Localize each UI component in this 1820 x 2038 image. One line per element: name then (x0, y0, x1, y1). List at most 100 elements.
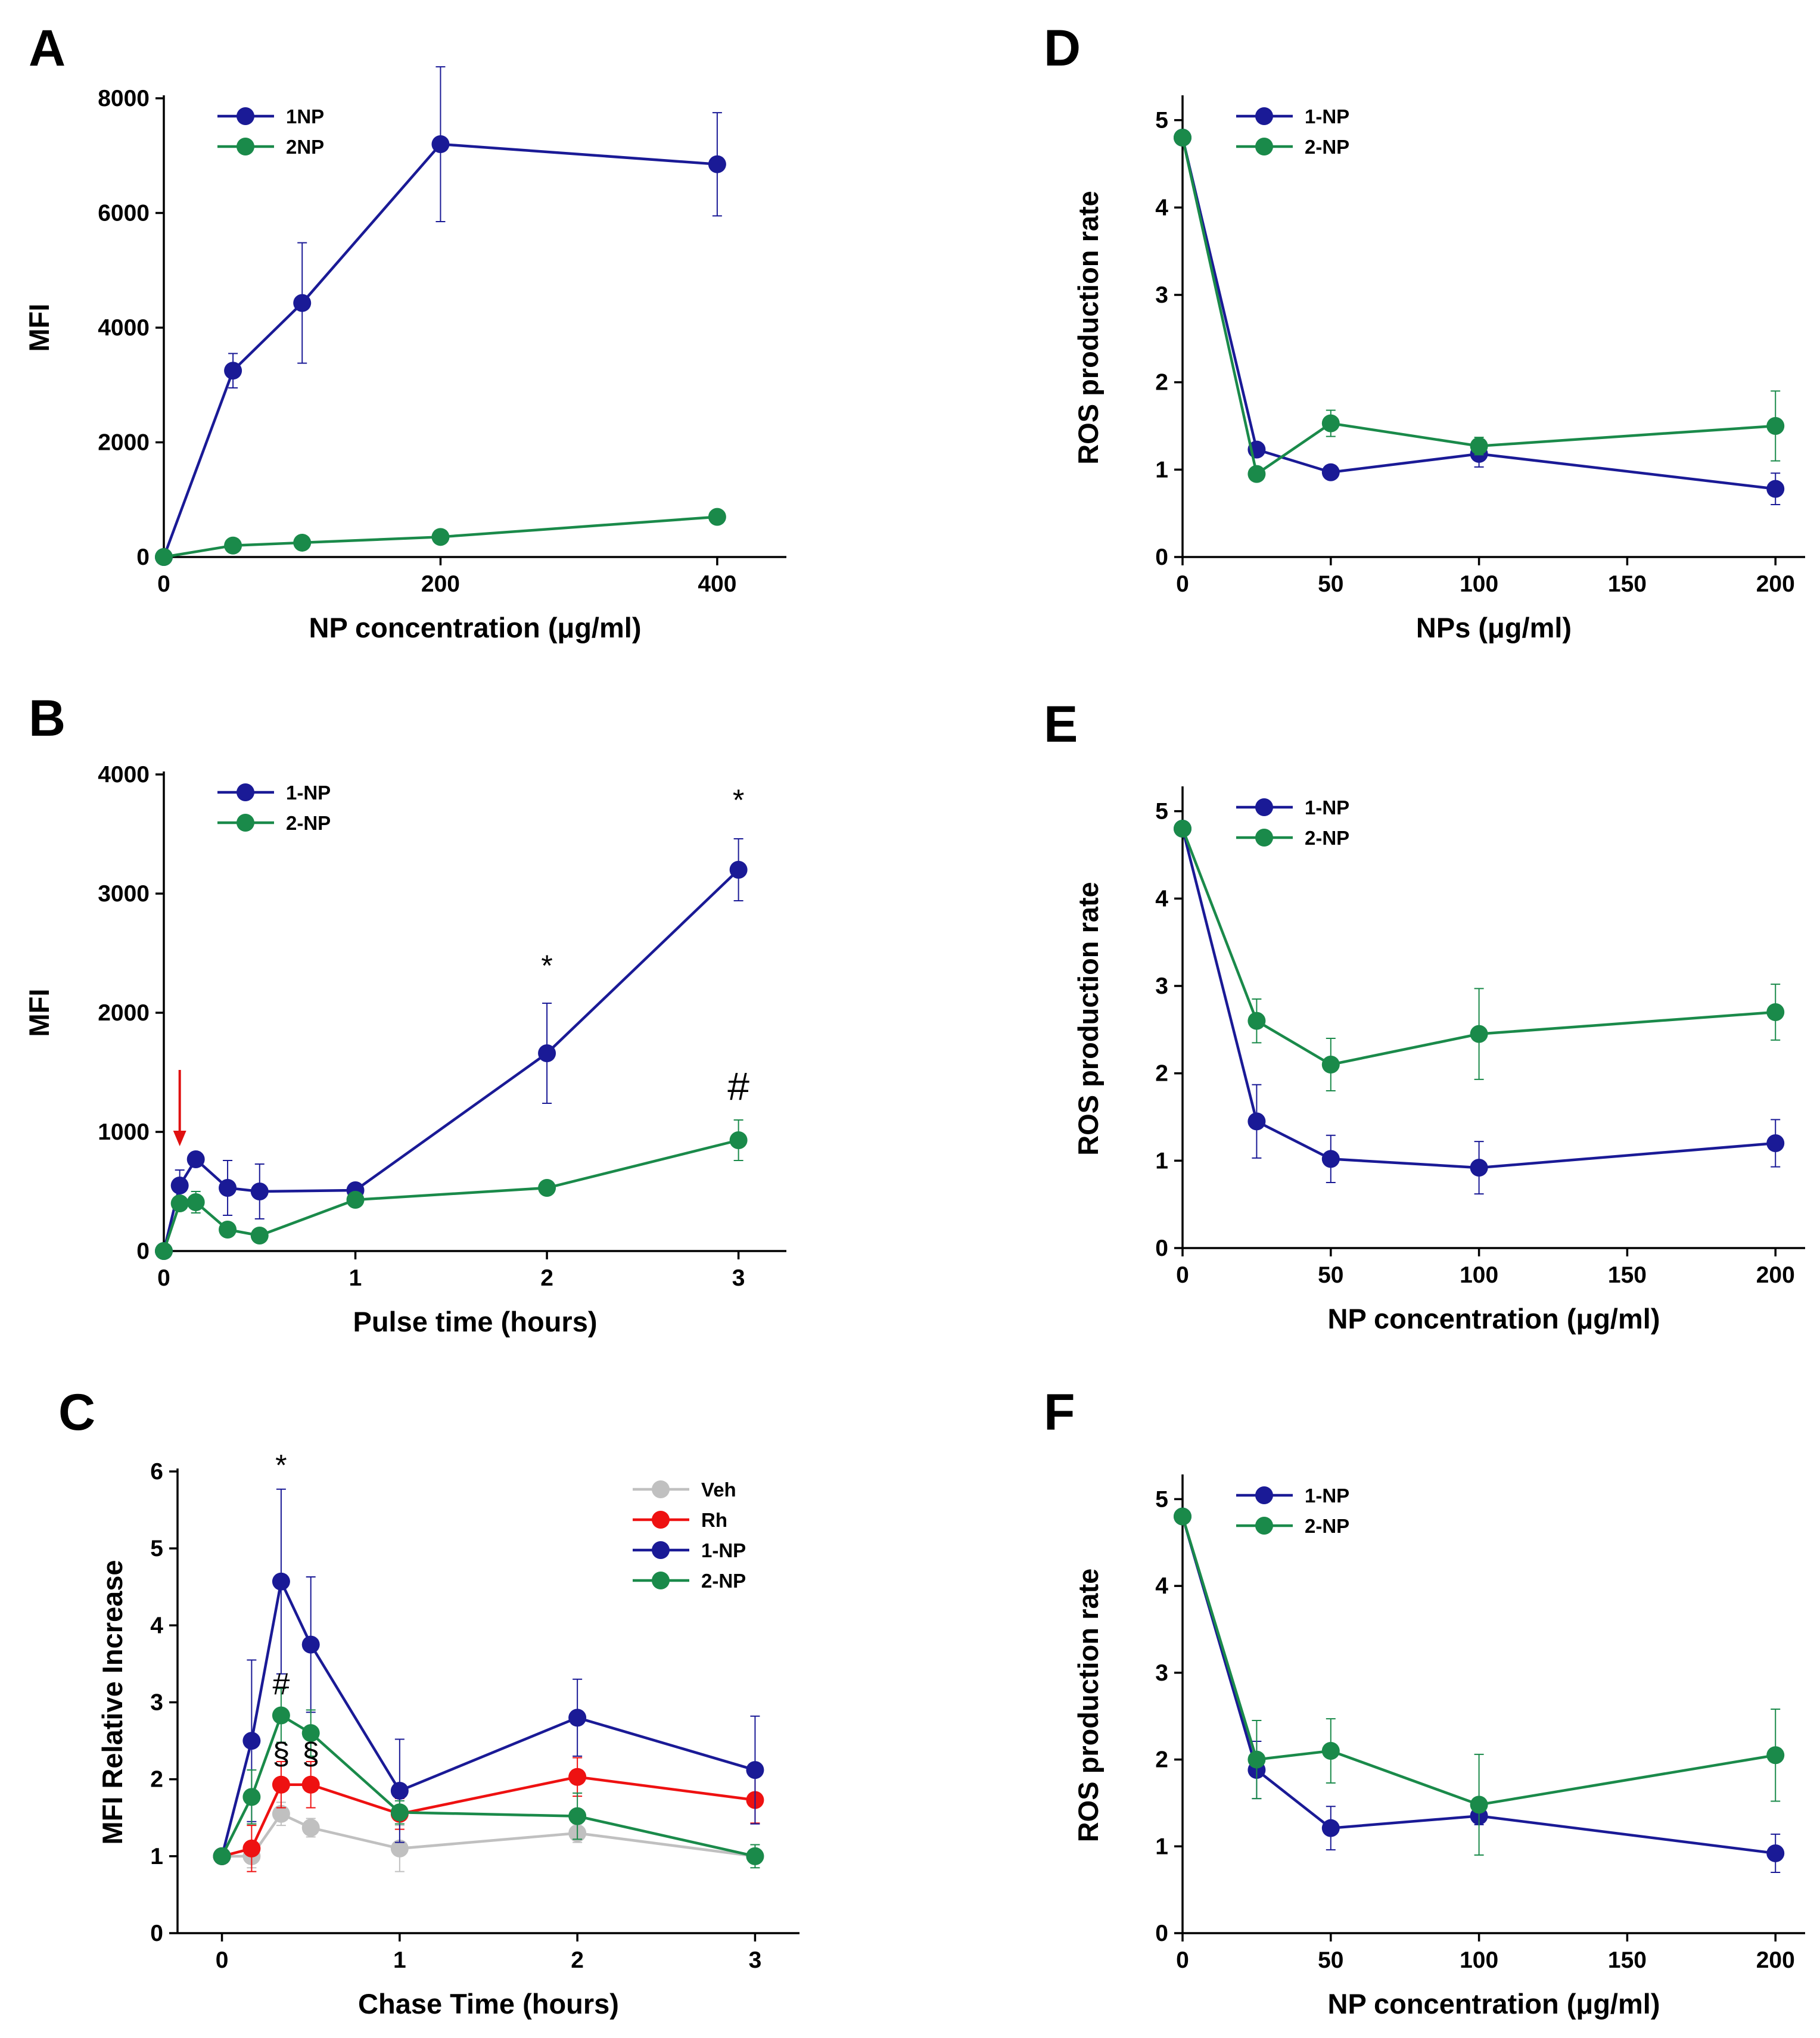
data-point (390, 1839, 409, 1857)
x-tick-label: 3 (732, 1265, 745, 1291)
legend-marker (652, 1511, 670, 1529)
legend-label: 2-NP (701, 1570, 746, 1592)
series-line (222, 1775, 755, 1858)
data-point (1470, 1025, 1488, 1043)
legend-marker (237, 107, 254, 125)
annotation-symbol: § (302, 1737, 319, 1771)
data-point (301, 1819, 320, 1837)
data-point (1766, 1844, 1785, 1862)
legend-marker (652, 1480, 670, 1498)
y-tick-label: 8000 (98, 86, 150, 111)
data-point (1766, 480, 1785, 498)
x-tick-label: 0 (216, 1947, 229, 1973)
series-2-np (213, 1688, 764, 1869)
data-point (242, 1839, 261, 1857)
legend-marker (1255, 138, 1273, 155)
y-tick-label: 0 (136, 544, 150, 570)
legend-label: 2-NP (1305, 827, 1349, 849)
y-axis-title: MFI (23, 304, 55, 352)
data-point (746, 1761, 764, 1779)
series-2-np (1174, 820, 1785, 1091)
panel-letter: B (29, 690, 66, 747)
data-point (538, 1179, 556, 1197)
y-tick-label: 2 (150, 1767, 163, 1793)
y-tick-label: 2 (1155, 1747, 1168, 1773)
y-tick-label: 4 (1155, 1573, 1168, 1599)
data-point (1470, 1796, 1488, 1814)
data-point (272, 1804, 290, 1823)
annotation-symbol: * (541, 949, 552, 982)
legend-marker (1255, 798, 1273, 816)
annotation-symbol: # (272, 1667, 290, 1702)
x-tick-label: 1 (349, 1265, 362, 1291)
y-tick-label: 2000 (98, 430, 150, 456)
x-tick-label: 3 (749, 1947, 762, 1973)
y-axis-title: ROS production rate (1072, 882, 1104, 1156)
legend: 1-NP 2-NP (1236, 796, 1349, 849)
legend-label: 1-NP (1305, 105, 1349, 127)
legend-marker (1255, 829, 1273, 847)
data-point (538, 1044, 556, 1062)
legend-label: 2NP (286, 136, 324, 158)
panel-b: B 0 1000 2000 3000 4000 0 1 2 3 Pulse time (hours)… (23, 690, 786, 1337)
y-tick-label: 4000 (98, 315, 150, 341)
data-point (186, 1193, 205, 1211)
x-tick-label: 150 (1608, 571, 1647, 597)
data-point (293, 294, 312, 312)
legend-marker (237, 814, 254, 832)
legend-marker (652, 1541, 670, 1559)
data-point (568, 1709, 587, 1727)
panel-c: C 0 1 2 3 4 5 6 0 1 2 3 Chase Time (hours) MFI Relati… (58, 1384, 799, 2020)
x-axis-title: Pulse time (hours) (353, 1306, 597, 1337)
data-point (1174, 1507, 1191, 1526)
legend-label: 1-NP (701, 1539, 746, 1561)
x-tick-label: 150 (1608, 1262, 1647, 1288)
x-axis-title: NP concentration (μg/ml) (1328, 1303, 1660, 1334)
legend-label: 2-NP (1305, 1515, 1349, 1537)
data-point (224, 536, 242, 555)
x-tick-label: 50 (1318, 1262, 1343, 1288)
series-1-np (155, 838, 748, 1260)
data-point (568, 1807, 587, 1825)
y-tick-label: 3 (150, 1690, 163, 1716)
x-tick-label: 50 (1318, 1947, 1343, 1973)
data-point (729, 1131, 748, 1149)
data-point (1470, 437, 1488, 455)
data-point (301, 1724, 320, 1743)
data-point (272, 1572, 290, 1591)
data-point (1247, 465, 1266, 483)
data-point (219, 1179, 237, 1197)
panel-letter: A (29, 20, 66, 77)
legend: Veh Rh 1-NP 2-NP (633, 1479, 746, 1592)
x-tick-label: 50 (1318, 571, 1343, 597)
legend-marker (1255, 1486, 1273, 1504)
data-point (224, 362, 242, 380)
series-line (1181, 137, 1776, 490)
panel-letter: D (1044, 20, 1081, 77)
data-point (186, 1150, 205, 1168)
x-tick-label: 150 (1608, 1947, 1647, 1973)
y-axis-title: MFI (23, 989, 55, 1037)
series-veh (213, 1801, 764, 1872)
data-point (219, 1221, 237, 1239)
y-tick-label: 3 (1155, 973, 1168, 999)
data-point (242, 1732, 261, 1750)
data-point (729, 861, 748, 879)
y-tick-label: 1 (1155, 457, 1168, 483)
y-tick-label: 4 (1155, 195, 1168, 220)
x-tick-label: 2 (540, 1265, 553, 1291)
y-tick-label: 0 (136, 1239, 150, 1264)
y-tick-label: 2 (1155, 1061, 1168, 1087)
y-tick-label: 2 (1155, 370, 1168, 396)
x-tick-label: 100 (1460, 1947, 1498, 1973)
legend-marker (652, 1572, 670, 1589)
y-tick-label: 4 (150, 1613, 163, 1638)
legend: 1-NP 2-NP (1236, 1485, 1349, 1537)
y-tick-label: 4000 (98, 762, 150, 788)
series-2np (155, 508, 726, 566)
data-point (242, 1788, 261, 1806)
x-tick-label: 0 (157, 571, 170, 597)
y-axis-title: ROS production rate (1072, 191, 1104, 465)
